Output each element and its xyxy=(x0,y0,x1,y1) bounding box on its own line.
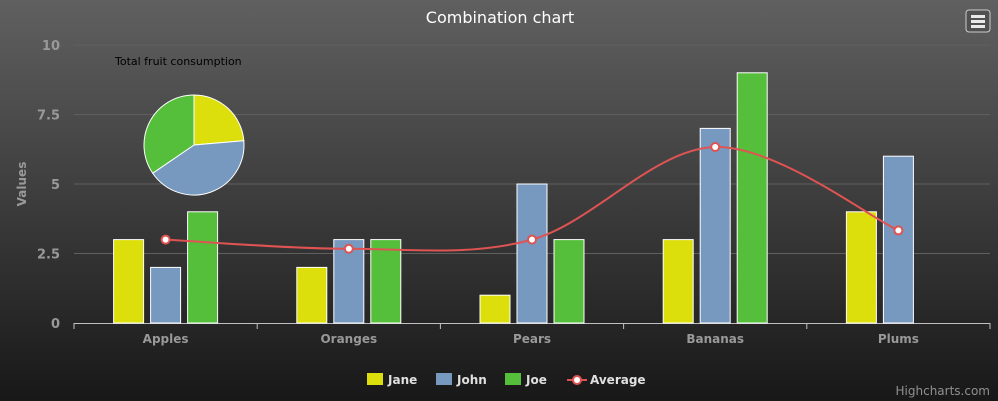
legend-swatch xyxy=(505,373,521,385)
column-series xyxy=(113,72,914,324)
bar-jane-bananas[interactable] xyxy=(662,239,694,324)
y-tick-label: 10 xyxy=(42,39,60,54)
x-tick-label: Pears xyxy=(513,332,551,346)
bar-jane-pears[interactable] xyxy=(479,294,511,324)
y-tick-label: 7.5 xyxy=(37,109,60,124)
bar-john-bananas[interactable] xyxy=(699,127,731,324)
average-point-pears[interactable] xyxy=(527,234,537,245)
legend-label: Average xyxy=(590,373,646,387)
legend: Jane John Joe Average xyxy=(367,373,646,387)
x-tick-label: Plums xyxy=(878,332,919,346)
y-axis-ticks: 0 2.5 5 7.5 10 xyxy=(37,39,60,332)
y-axis-title: Values xyxy=(15,162,29,207)
x-tick-label: Bananas xyxy=(686,332,744,346)
legend-label: Jane xyxy=(387,373,417,387)
x-axis: Apples Oranges Pears Bananas Plums xyxy=(73,323,991,346)
y-tick-label: 2.5 xyxy=(37,248,60,263)
y-tick-label: 0 xyxy=(51,317,60,332)
bar-joe-oranges[interactable] xyxy=(370,239,402,324)
menu-icon xyxy=(971,15,985,28)
pie-label: Total fruit consumption xyxy=(114,55,242,68)
bar-jane-apples[interactable] xyxy=(113,239,145,324)
legend-item-average[interactable]: Average xyxy=(567,373,646,387)
bar-joe-pears[interactable] xyxy=(553,239,585,324)
x-tick-label: Oranges xyxy=(320,332,377,346)
pie-slice-john[interactable] xyxy=(152,140,245,196)
bar-joe-bananas[interactable] xyxy=(736,72,768,324)
average-point-apples[interactable] xyxy=(160,234,171,245)
average-point-plums[interactable] xyxy=(893,225,904,236)
legend-item-jane[interactable]: Jane xyxy=(367,373,417,387)
x-tick-label: Apples xyxy=(143,332,189,346)
legend-label: Joe xyxy=(525,373,547,387)
bar-john-oranges[interactable] xyxy=(333,239,365,324)
average-point-bananas[interactable] xyxy=(710,142,721,153)
bar-jane-plums[interactable] xyxy=(845,211,877,324)
bar-john-apples[interactable] xyxy=(150,266,182,324)
legend-label: John xyxy=(456,373,487,387)
legend-swatch xyxy=(367,373,383,385)
legend-item-john[interactable]: John xyxy=(436,373,487,387)
pie-slice-jane[interactable] xyxy=(193,94,245,146)
bar-john-plums[interactable] xyxy=(882,155,914,324)
bar-jane-oranges[interactable] xyxy=(296,266,328,324)
average-series xyxy=(160,142,904,254)
average-point-oranges[interactable] xyxy=(343,243,354,254)
credits-link[interactable]: Highcharts.com xyxy=(896,384,990,398)
export-menu-button[interactable] xyxy=(965,9,991,33)
y-tick-label: 5 xyxy=(51,178,60,193)
legend-item-joe[interactable]: Joe xyxy=(505,373,547,387)
bar-joe-apples[interactable] xyxy=(187,211,219,324)
legend-marker xyxy=(572,375,582,385)
chart-title: Combination chart xyxy=(426,8,574,27)
legend-swatch xyxy=(436,373,452,385)
pie-chart xyxy=(143,94,245,196)
bar-john-pears[interactable] xyxy=(516,183,548,324)
pie-slice-joe[interactable] xyxy=(143,94,195,174)
